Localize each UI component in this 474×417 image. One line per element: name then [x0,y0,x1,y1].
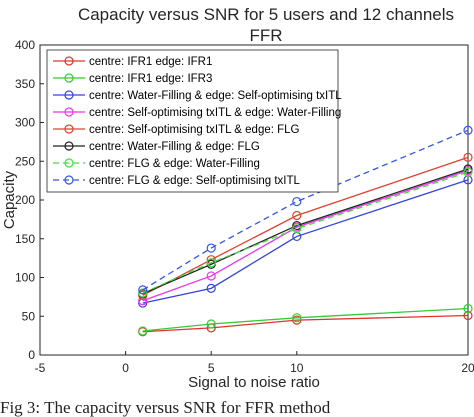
legend-item: centre: IFR1 edge: IFR1 [53,56,212,68]
legend-swatch-marker [64,175,74,185]
series-centre-flg-edge-self-optimising-txitl [138,125,473,295]
data-point [138,326,148,336]
series-centre-ifr1-edge-ifr3 [138,303,473,336]
data-point [292,313,302,323]
legend-label: centre: Self-optimising txITL & edge: Wa… [89,107,341,119]
legend-label: centre: Water-Filling & edge: Self-optim… [89,90,342,102]
data-point [463,152,473,162]
x-tick-label: 20 [461,361,474,375]
y-tick-label: 300 [15,116,35,130]
legend-label: centre: Water-Filling & edge: FLG [89,141,260,153]
y-tick-label: 150 [15,232,35,246]
series-centre-flg-edge-water-filling [138,167,473,298]
legend-item: centre: Self-optimising txITL & edge: Wa… [53,107,341,119]
legend-swatch-marker [64,107,74,117]
legend-swatch-marker [64,56,74,66]
legend-swatch-marker [64,141,74,151]
legend-label: centre: FLG & edge: Self-optimising txIT… [89,175,301,187]
series-line [142,307,469,332]
chart-subtitle: FFR [249,26,282,45]
legend-item: centre: Water-Filling & edge: Self-optim… [53,90,342,102]
data-point [463,303,473,314]
legend-swatch-marker [64,158,74,168]
chart-title: Capacity versus SNR for 5 users and 12 c… [78,5,454,24]
data-point [292,224,302,234]
x-tick-label: 0 [122,361,129,375]
series-line [142,129,469,291]
series-centre-water-filling-edge-flg [138,164,473,299]
legend-item: centre: FLG & edge: Water-Filling [53,158,260,170]
x-tick-label: 10 [290,361,304,375]
legend-label: centre: Self-optimising txITL & edge: FL… [89,124,300,136]
y-tick-label: 350 [15,77,35,91]
series-centre-water-filling-edge-self-optimising-txitl [138,175,473,308]
y-tick-label: 250 [15,154,35,168]
data-point [292,210,302,221]
series-line [142,171,469,294]
data-point [206,271,216,281]
data-point [463,167,473,177]
data-point [206,258,216,268]
legend-swatch-marker [64,73,74,83]
y-axis-label: Capacity [1,170,18,229]
series-line [142,156,469,296]
figure-caption: Fig 3: The capacity versus SNR for FFR m… [0,398,331,417]
data-point [292,220,302,231]
data-point [206,243,216,253]
data-point [206,319,216,329]
series-line [142,179,469,304]
legend-item: centre: FLG & edge: Self-optimising txIT… [53,175,301,187]
data-point [292,196,302,207]
y-tick-label: 0 [28,348,35,362]
legend-item: centre: Water-Filling & edge: FLG [53,141,260,153]
data-point [138,285,148,295]
legend-label: centre: IFR1 edge: IFR3 [89,73,212,85]
x-tick-label: 5 [208,361,215,375]
legend-label: centre: IFR1 edge: IFR1 [89,56,212,68]
data-point [292,315,302,325]
x-axis-label: Signal to noise ratio [188,374,320,391]
x-tick-label: -5 [35,361,46,375]
y-tick-label: 100 [15,271,35,285]
legend-swatch-marker [64,124,74,134]
data-point [463,164,473,174]
legend-swatch-marker [64,90,74,100]
y-tick-label: 200 [15,193,35,207]
legend [46,49,339,193]
data-point [463,310,473,321]
series-line [142,314,469,333]
legend-label: centre: FLG & edge: Water-Filling [89,158,260,170]
legend-item: centre: IFR1 edge: IFR3 [53,73,212,85]
data-point [206,283,216,293]
data-point [463,125,473,135]
series-line [142,169,469,302]
y-tick-label: 50 [22,309,36,323]
legend-item: centre: Self-optimising txITL & edge: FL… [53,124,300,136]
data-point [138,288,148,298]
series-line [142,168,469,295]
y-tick-label: 400 [15,38,35,52]
